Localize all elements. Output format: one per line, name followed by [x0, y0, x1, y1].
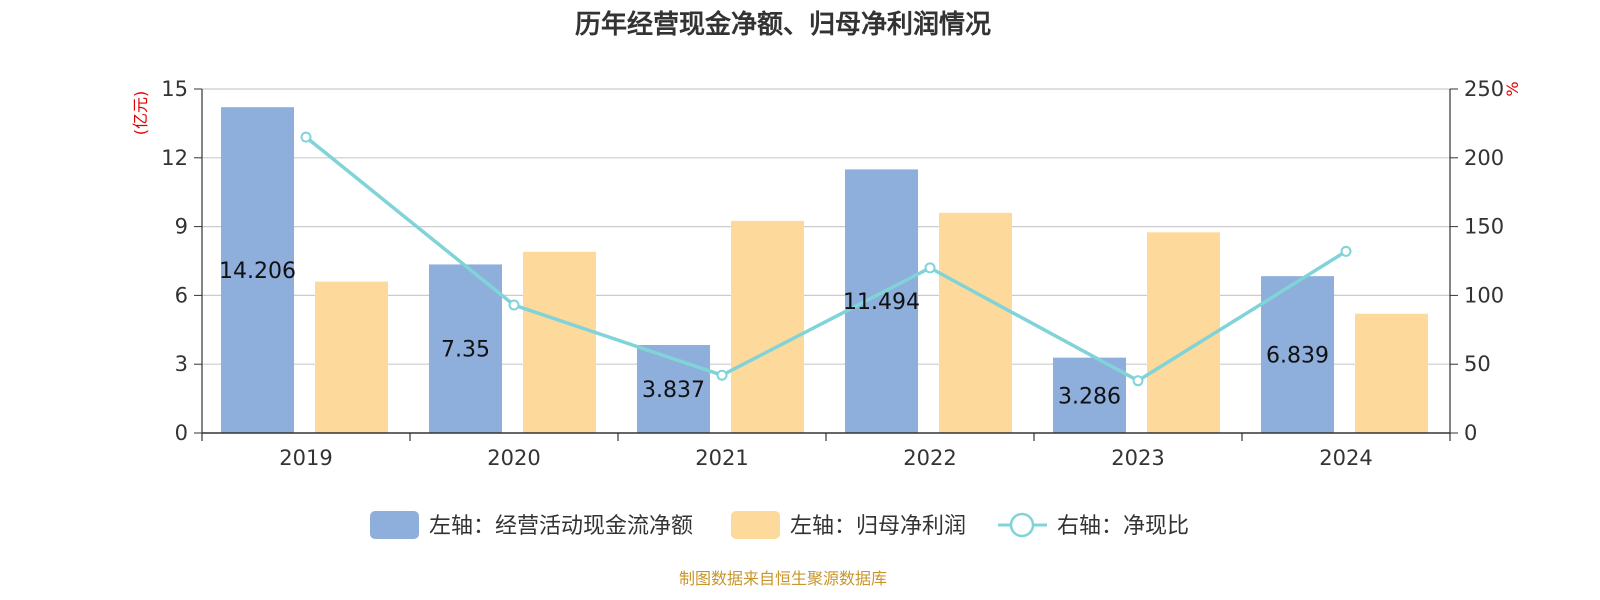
bar-net-profit — [315, 281, 388, 433]
net-cash-ratio-point — [1132, 375, 1144, 387]
legend-swatch-operating-cash-flow — [370, 511, 419, 539]
bar-operating-cash-flow — [845, 169, 918, 433]
net-cash-ratio-point — [508, 299, 520, 311]
bar-labels-group: 14.206 7.35 3.837 11.494 3.286 6.839 — [219, 259, 1329, 409]
x-tick-label: 2023 — [1111, 446, 1164, 470]
right-axis-unit: % — [1503, 81, 1522, 96]
x-tick-label: 2024 — [1319, 446, 1372, 470]
source-note: 制图数据来自恒生聚源数据库 — [679, 569, 887, 588]
bar-net-profit — [523, 251, 596, 433]
grid-lines — [202, 88, 1450, 365]
x-tick-label: 2021 — [695, 446, 748, 470]
legend-swatch-net-profit — [731, 511, 780, 539]
legend-marker-net-cash-ratio — [1009, 512, 1035, 538]
left-tick-label: 9 — [175, 215, 188, 239]
right-tick-label: 0 — [1464, 421, 1477, 445]
chart-title: 历年经营现金净额、归母净利润情况 — [575, 9, 991, 40]
right-tick-label: 200 — [1464, 146, 1504, 170]
right-tick-label: 250 — [1464, 77, 1504, 101]
bar-net-profit — [1147, 232, 1220, 433]
left-tick-label: 12 — [161, 146, 188, 170]
line-series-group — [300, 131, 1352, 387]
bar-data-label: 3.837 — [642, 378, 705, 403]
bar-data-label: 3.286 — [1058, 384, 1121, 409]
legend-label-net-cash-ratio: 右轴：净现比 — [1057, 514, 1189, 539]
left-axis-unit: (亿元) — [131, 91, 150, 136]
left-tick-label: 3 — [175, 352, 188, 376]
x-tick-label: 2019 — [279, 446, 332, 470]
bar-data-label: 7.35 — [441, 338, 490, 363]
net-cash-ratio-point — [300, 131, 312, 143]
legend-label-operating-cash-flow: 左轴：经营活动现金流净额 — [429, 514, 693, 539]
left-tick-label: 0 — [175, 421, 188, 445]
bar-data-label: 6.839 — [1266, 344, 1329, 369]
net-cash-ratio-point — [924, 262, 936, 274]
left-tick-label: 15 — [161, 77, 188, 101]
right-tick-label: 100 — [1464, 283, 1504, 307]
bar-operating-cash-flow — [1053, 357, 1126, 433]
bar-operating-cash-flow — [429, 264, 502, 433]
bars-group — [221, 107, 1428, 433]
bar-operating-cash-flow — [221, 107, 294, 433]
right-tick-label: 150 — [1464, 215, 1504, 239]
bar-data-label: 11.494 — [843, 290, 920, 315]
bar-net-profit — [939, 212, 1012, 433]
legend: 左轴：经营活动现金流净额 左轴：归母净利润 右轴：净现比 — [370, 511, 1189, 539]
bar-net-profit — [1355, 313, 1428, 433]
left-tick-label: 6 — [175, 283, 188, 307]
right-tick-label: 50 — [1464, 352, 1491, 376]
bar-data-label: 14.206 — [219, 259, 296, 284]
x-tick-label: 2020 — [487, 446, 540, 470]
bar-net-profit — [731, 220, 804, 433]
net-cash-ratio-point — [1340, 245, 1352, 257]
net-cash-ratio-line — [304, 135, 1347, 383]
net-cash-ratio-point — [716, 369, 728, 381]
legend-label-net-profit: 左轴：归母净利润 — [790, 514, 966, 539]
bar-operating-cash-flow — [1261, 276, 1334, 433]
x-tick-label: 2022 — [903, 446, 956, 470]
